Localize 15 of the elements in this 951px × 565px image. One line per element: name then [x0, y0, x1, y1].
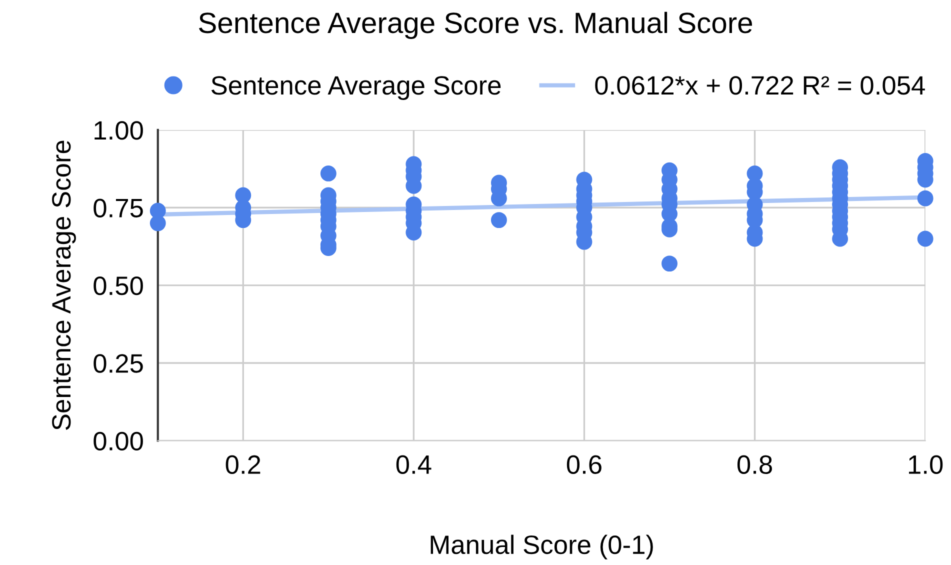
x-tick-label: 0.4: [396, 455, 432, 474]
legend-label: Sentence Average Score: [211, 76, 501, 100]
y-tick-label: 0.00: [94, 432, 143, 451]
y-tick-label: 0.50: [94, 276, 143, 296]
legend-label: 0.0612*x + 0.722 R² = 0.054: [595, 76, 925, 95]
x-axis-title: Manual Score (0-1): [430, 534, 653, 560]
x-tick-label: 0.2: [226, 455, 260, 474]
x-tick-label: 0.6: [566, 455, 602, 474]
x-tick-label: 0.8: [737, 455, 772, 474]
y-tick-label: 0.25: [94, 354, 143, 373]
y-axis-title: Sentence Average Score: [52, 140, 76, 430]
x-tick-label: 1.0: [908, 455, 943, 474]
y-tick-label: 1.00: [94, 121, 143, 140]
y-tick-label: 0.75: [94, 198, 143, 218]
chart-title: Sentence Average Score vs. Manual Score: [199, 12, 752, 40]
